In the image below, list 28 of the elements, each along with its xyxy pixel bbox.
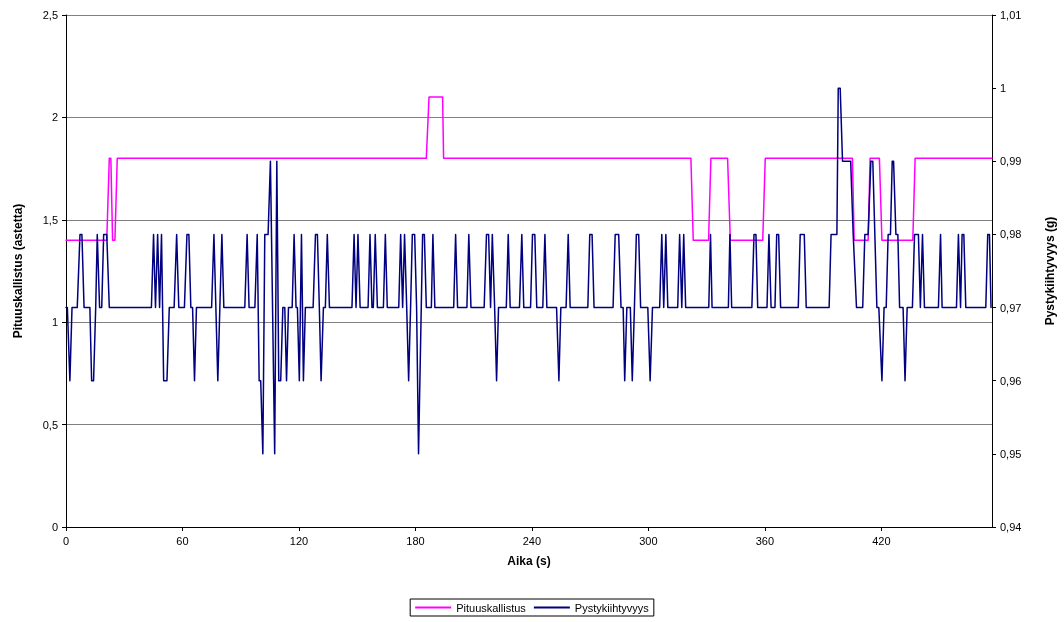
y-axis-title: Pituuskallistus (astetta) [11,203,25,339]
y-tick-label: 2,5 [42,9,58,21]
x-tick-label: 0 [62,534,70,547]
y-tick-label: 2 [51,111,58,124]
x-tick-label: 60 [176,534,189,547]
y2-tick-label: 0,99 [1000,155,1022,168]
y-tick-label: 0,5 [42,418,58,431]
y2-tick-label: 0,96 [1000,374,1022,387]
y2-tick-label: 1,01 [1000,9,1022,21]
y2-tick-label: 0,97 [1000,301,1022,314]
x-tick-label: 120 [289,534,309,547]
legend-label: Pituuskallistus [456,601,527,614]
y2-tick-label: 0,94 [1000,521,1022,533]
line-series [65,87,992,455]
x-tick-label: 300 [639,534,658,547]
y2-tick-label: 0,95 [1000,447,1022,460]
y-tick-label: 1,5 [42,213,58,226]
y2-tick-label: 1 [1000,82,1007,95]
x-tick-label: 240 [522,534,542,547]
y2-axis-title: Pystykiihtyvyys (g) [1043,216,1057,326]
x-tick-label: 360 [755,534,775,547]
y-tick-label: 1 [51,316,58,329]
y2-tick-label: 0,98 [1000,228,1022,241]
x-tick-label: 180 [406,534,425,547]
y-tick-label: 0 [51,521,58,533]
legend-label: Pystykiihtyvyys [574,601,650,614]
x-tick-label: 420 [872,534,891,547]
x-axis-title: Aika (s) [507,554,551,568]
